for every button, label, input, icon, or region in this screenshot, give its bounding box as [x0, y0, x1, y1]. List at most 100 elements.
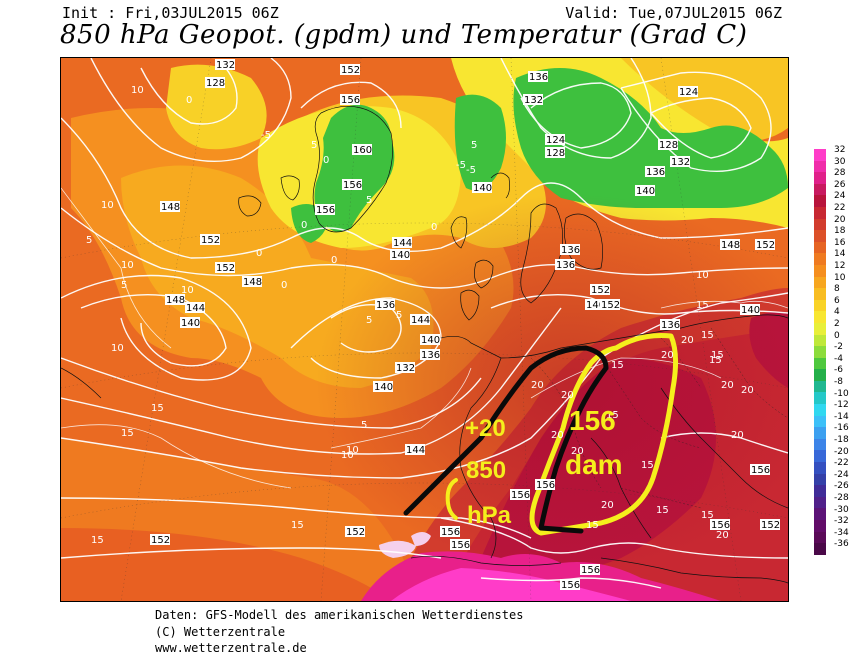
temperature-label: 20 [716, 530, 729, 541]
contour-label: 152 [201, 235, 220, 246]
color-scale-swatch [814, 450, 826, 463]
contour-label-bg [585, 299, 605, 310]
contour-label-bg [678, 86, 698, 97]
annotation-temp: +20 [465, 415, 506, 442]
color-scale-swatch [814, 427, 826, 439]
temperature-label: 0 [431, 222, 437, 233]
temperature-label: 20 [741, 385, 754, 396]
color-scale-label: 2 [834, 319, 840, 329]
color-scale-swatch [814, 311, 826, 323]
contour-label: 128 [546, 148, 565, 159]
color-scale-label: 20 [834, 214, 846, 225]
color-scale-swatch [814, 276, 826, 289]
color-scale-label: 18 [834, 226, 846, 237]
contour-label-bg [560, 579, 580, 590]
contour-label-bg [185, 302, 205, 313]
color-scale-swatch [814, 380, 826, 393]
color-scale-swatch [814, 485, 826, 497]
temperature-label: 20 [731, 430, 744, 441]
color-scale-label: 0 [834, 330, 840, 341]
contour-label-bg [600, 299, 620, 310]
contour-label: 128 [659, 140, 678, 151]
color-scale-label: -10 [834, 388, 849, 399]
data-source: Daten: GFS-Modell des amerikanischen Wet… [155, 608, 524, 622]
contour-label-bg [410, 314, 430, 325]
temperature-label: 10 [101, 200, 114, 211]
temperature-label: 15 [701, 510, 714, 521]
website-link[interactable]: www.wetterzentrale.de [155, 641, 307, 655]
color-scale-swatch [814, 369, 826, 381]
color-scale-swatch [814, 438, 826, 451]
contour-label-bg [740, 304, 760, 315]
temperature-label: 10 [346, 445, 359, 456]
color-scale-swatch [814, 462, 826, 474]
temperature-contours [61, 187, 788, 489]
contour-label-bg [375, 299, 395, 310]
color-scale-label: 16 [834, 237, 846, 248]
copyright: (C) Wetterzentrale [155, 625, 286, 639]
contour-label: 136 [561, 245, 580, 256]
contour-label: 140 [181, 318, 200, 329]
temperature-label: 10 [696, 270, 709, 281]
contour-label-bg [340, 94, 360, 105]
color-scale-label: -22 [834, 458, 849, 469]
contour-label: 140 [391, 250, 410, 261]
color-scale-label: -12 [834, 400, 849, 411]
contour-label: 124 [679, 87, 698, 98]
contour-label: 152 [601, 300, 620, 311]
coastlines [61, 106, 788, 584]
color-scale-label: 12 [834, 261, 846, 271]
color-scale-swatch [814, 183, 826, 196]
contour-label: 140 [586, 300, 605, 311]
contour-label: 140 [473, 183, 492, 194]
contour-label-bg [420, 334, 440, 345]
color-scale-swatch [814, 496, 826, 509]
contour-label: 152 [341, 65, 360, 76]
color-scale-label: -34 [834, 527, 849, 538]
color-scale-swatch [814, 149, 826, 161]
color-scale-swatch [814, 404, 826, 416]
temperature-label: 10 [111, 343, 124, 354]
contour-label-bg [450, 539, 470, 550]
color-scale-label: 30 [834, 156, 846, 167]
temperature-label: 20 [601, 500, 614, 511]
temperature-label: 10 [341, 450, 354, 461]
color-scale-swatch [814, 172, 826, 184]
color-scale-swatch [814, 334, 826, 347]
temperature-label: 5 [86, 235, 92, 246]
contour-label-bg [720, 239, 740, 250]
color-scale-label: 22 [834, 203, 846, 213]
contour-label: 148 [243, 277, 262, 288]
contour-label-bg [658, 139, 678, 150]
color-scale-label: -4 [834, 353, 843, 364]
contour-label: 152 [346, 527, 365, 538]
temperature-label: 20 [681, 335, 694, 346]
contour-label: 156 [536, 480, 555, 491]
temperature-label: -5 [466, 165, 476, 176]
contour-label-bg [165, 294, 185, 305]
temperature-label: 0 [281, 280, 287, 291]
temperature-label: 15 [709, 355, 722, 366]
isotherm-20 [403, 345, 609, 534]
contour-label: 124 [546, 135, 565, 146]
contour-label: 156 [451, 540, 470, 551]
contour-label: 152 [216, 263, 235, 274]
contour-label: 152 [591, 285, 610, 296]
contour-label: 156 [511, 490, 530, 501]
color-scale-label: -30 [834, 504, 849, 515]
temperature-label: 0 [301, 220, 307, 231]
color-scale-swatch [814, 160, 826, 173]
color-scale-swatch [814, 346, 826, 358]
contour-label: 152 [151, 535, 170, 546]
temperature-label: 0 [331, 255, 337, 266]
contour-label-bg [750, 464, 770, 475]
contour-label-bg [205, 77, 225, 88]
contour-label-bg [420, 349, 440, 360]
color-scale-label: 4 [834, 307, 840, 318]
contour-label: 140 [374, 382, 393, 393]
temperature-label: 15 [711, 350, 724, 361]
contour-label-bg [535, 479, 555, 490]
contour-label: 148 [721, 240, 740, 251]
temperature-label: -5 [456, 160, 466, 171]
color-scale-label: -32 [834, 516, 849, 527]
